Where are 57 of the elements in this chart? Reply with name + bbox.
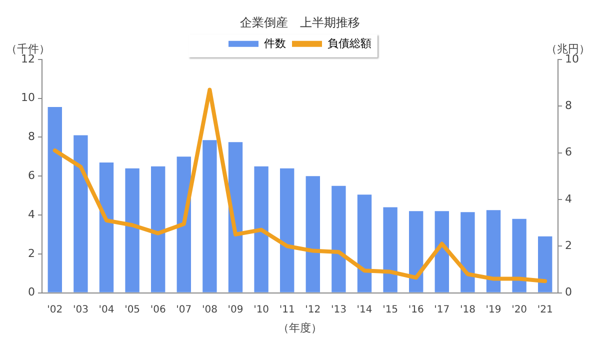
bar — [486, 210, 501, 292]
y-tick-label: 10 — [20, 91, 35, 104]
bar — [228, 142, 243, 292]
x-tick-label: '15 — [382, 304, 398, 316]
y2-axis-title: （兆円） — [546, 42, 590, 56]
bar — [460, 212, 475, 292]
x-tick-label: '05 — [124, 304, 140, 316]
x-tick-label: '14 — [356, 304, 372, 316]
bar — [512, 218, 526, 292]
bar — [306, 176, 320, 292]
x-tick-label: '04 — [98, 304, 114, 316]
y-axis-title: （千件） — [6, 42, 50, 56]
y-tick-label: 8 — [28, 130, 35, 144]
x-tick-label: '18 — [460, 304, 476, 316]
x-tick-label: '09 — [228, 304, 244, 316]
bar — [151, 166, 166, 292]
bar — [74, 135, 88, 292]
x-tick-label: '12 — [305, 304, 321, 316]
x-tick-label: '07 — [176, 304, 192, 316]
x-tick-label: '03 — [72, 304, 88, 316]
legend-label: 負債総額 — [328, 36, 372, 50]
y-tick-label: 6 — [28, 168, 35, 182]
y2-tick-label: 2 — [565, 238, 572, 252]
bar — [254, 166, 268, 292]
bar — [48, 107, 62, 292]
bar — [202, 140, 217, 292]
x-tick-label: '10 — [254, 304, 270, 316]
x-tick-label: '17 — [434, 304, 450, 316]
bar — [125, 168, 140, 292]
legend-label: 件数 — [264, 36, 286, 50]
x-tick-label: '20 — [512, 304, 528, 316]
y-tick-label: 0 — [28, 286, 35, 299]
bar — [176, 156, 191, 292]
y2-tick-label: 6 — [565, 146, 572, 159]
bar — [538, 236, 552, 292]
y2-tick-label: 0 — [565, 286, 572, 299]
y2-tick-label: 4 — [565, 192, 572, 206]
x-tick-label: '02 — [47, 304, 63, 316]
y2-tick-label: 8 — [565, 98, 572, 112]
x-tick-label: '13 — [330, 304, 346, 316]
bar — [357, 194, 372, 292]
y-tick-label: 2 — [28, 246, 35, 260]
chart-title: 企業倒産 上半期推移 — [240, 15, 360, 30]
bar — [383, 207, 398, 292]
bar — [409, 211, 424, 292]
x-tick-label: '21 — [537, 304, 553, 316]
bar — [280, 168, 294, 292]
x-tick-label: '11 — [279, 304, 295, 316]
bar — [434, 211, 449, 292]
x-tick-label: '19 — [486, 304, 502, 316]
y-tick-label: 4 — [28, 208, 35, 221]
x-tick-label: '08 — [202, 304, 218, 316]
bar — [99, 162, 114, 292]
x-axis-title: （年度） — [278, 322, 322, 335]
x-tick-label: '16 — [408, 304, 424, 316]
bar — [332, 186, 346, 292]
x-tick-label: '06 — [150, 304, 166, 316]
